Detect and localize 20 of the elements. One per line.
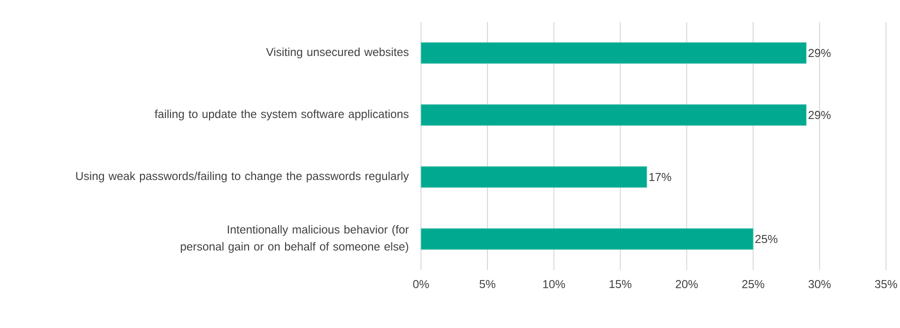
x-tick-label: 0% [413, 280, 429, 288]
x-tick-label: 15% [610, 280, 632, 288]
bar [420, 166, 648, 188]
x-tick-label: 20% [676, 280, 698, 288]
bar [420, 104, 807, 126]
data-label: 29% [808, 110, 831, 120]
x-tick-label: 35% [874, 280, 898, 288]
data-label: 25% [755, 234, 778, 244]
data-label: 17% [649, 172, 672, 182]
x-tick-label: 5% [480, 280, 496, 288]
x-tick-label: 30% [808, 280, 831, 288]
y-tick-label: failing to update the system software applications [154, 110, 408, 120]
x-tick-label: 25% [742, 280, 764, 288]
x-tick-label: 10% [543, 280, 565, 288]
bar [420, 228, 754, 250]
y-tick-label: Intentionally malicious behavior (for personal gain or on behalf of someone else) [180, 225, 409, 253]
y-tick-label: Using weak passwords/failing to change the passwords regularly [76, 172, 409, 182]
data-label: 29% [808, 48, 831, 58]
y-tick-label: Visiting unsecured websites [266, 48, 409, 58]
bar [420, 42, 807, 64]
